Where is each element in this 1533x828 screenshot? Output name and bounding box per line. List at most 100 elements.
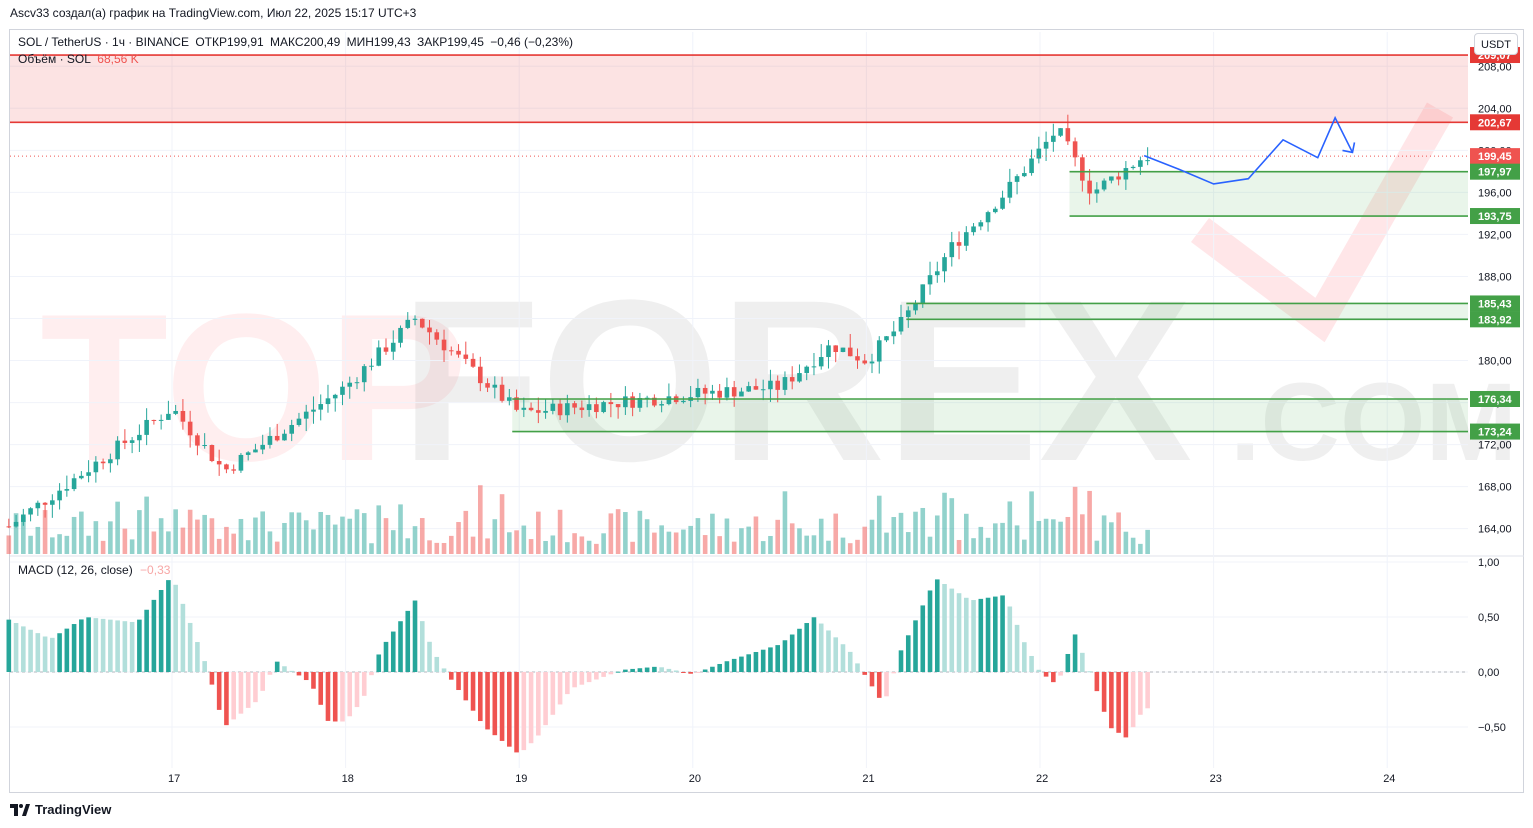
candle-body (782, 377, 788, 390)
macd-histogram-bar (1087, 671, 1092, 673)
candle-body (942, 257, 947, 272)
candle-body (934, 271, 940, 276)
volume-bar (804, 535, 810, 554)
macd-histogram-bar (536, 672, 541, 736)
macd-histogram-bar (332, 672, 338, 722)
macd-histogram-bar (57, 633, 62, 672)
candle-body (115, 440, 120, 460)
volume-bar (325, 514, 331, 554)
volume-label[interactable]: Объём · SOL (18, 52, 91, 66)
macd-histogram-bar (1130, 672, 1136, 728)
candle-body (898, 316, 904, 332)
macd-histogram-bar (1022, 642, 1027, 672)
volume-bar (797, 528, 802, 554)
macd-histogram-bar (499, 672, 505, 741)
candle-body (303, 411, 309, 419)
volume-bar (528, 539, 534, 554)
macd-histogram-bar (166, 580, 171, 672)
volume-bar (1072, 486, 1078, 554)
price-tick-label: 172,00 (1478, 440, 1512, 452)
volume-bar (753, 516, 759, 554)
candle-body (42, 502, 48, 505)
support-zone (1069, 171, 1468, 217)
macd-histogram-bar (303, 672, 309, 681)
price-label-text: 197,97 (1478, 167, 1512, 179)
candle-body (1072, 141, 1078, 158)
candle-body (1109, 176, 1114, 181)
candle-body (137, 434, 142, 441)
candle-body (869, 361, 875, 364)
candle-body (840, 347, 846, 352)
macd-histogram-bar (746, 654, 751, 672)
volume-bar (478, 485, 483, 554)
macd-histogram-bar (274, 661, 280, 672)
volume-bar (586, 540, 592, 554)
volume-bar (1029, 491, 1034, 554)
volume-bar (550, 535, 556, 554)
macd-histogram-bar (572, 672, 577, 688)
macd-histogram-bar (202, 661, 207, 672)
volume-bar (1058, 521, 1063, 554)
candle-body (717, 390, 722, 398)
macd-histogram-bar (753, 651, 759, 672)
volume-bar (1130, 537, 1136, 554)
macd-histogram-bar (543, 672, 548, 726)
candle-body (993, 208, 998, 213)
volume-bar (876, 495, 882, 554)
macd-histogram-bar (42, 636, 48, 672)
candle-body (847, 347, 853, 357)
candle-body (390, 342, 396, 352)
volume-value: 68,56 K (97, 52, 139, 66)
candle-body (528, 407, 534, 411)
candle-body (1036, 148, 1042, 159)
volume-bar (100, 540, 106, 554)
volume-bar (238, 518, 244, 554)
macd-histogram-bar (920, 605, 926, 672)
macd-histogram-bar (398, 621, 403, 672)
macd-histogram-bar (21, 626, 26, 672)
volume-bar (456, 522, 461, 554)
volume-bar (594, 543, 599, 554)
currency-button[interactable]: USDT (1474, 33, 1518, 55)
candle-body (775, 380, 780, 390)
macd-histogram-bar (325, 672, 331, 721)
volume-bar (993, 523, 998, 554)
volume-bar (347, 518, 353, 554)
candle-body (158, 419, 164, 421)
tradingview-logo[interactable]: TradingView (10, 802, 111, 817)
candle-body (1022, 173, 1027, 177)
macd-legend: MACD (12, 26, close) −0,33 (18, 563, 170, 577)
macd-histogram-bar (245, 672, 251, 708)
legend-symbol[interactable]: SOL / TetherUS · 1ч · BINANCE (18, 35, 189, 49)
macd-histogram-bar (1109, 672, 1114, 729)
candle-body (666, 396, 672, 405)
candle-body (86, 472, 91, 476)
candle-body (652, 397, 657, 406)
candle-body (695, 387, 701, 398)
macd-histogram-bar (1094, 672, 1100, 692)
candle-body (746, 386, 751, 392)
macd-histogram-bar (833, 637, 839, 672)
macd-histogram-bar (623, 669, 628, 672)
volume-bar (93, 521, 99, 554)
candle-body (347, 382, 353, 387)
candle-body (274, 435, 280, 441)
symbol-legend: SOL / TetherUS · 1ч · BINANCE ОТКР199,91… (18, 35, 576, 49)
candle-body (245, 452, 251, 455)
volume-bar (855, 539, 860, 554)
candle-body (630, 396, 635, 408)
macd-title[interactable]: MACD (12, 26, close) (18, 563, 133, 577)
candle-body (28, 508, 33, 515)
macd-histogram-bar (383, 641, 389, 672)
volume-bar (296, 512, 302, 554)
candle-body (296, 418, 302, 425)
volume-bar (224, 526, 229, 554)
macd-histogram-bar (789, 634, 795, 672)
macd-histogram-bar (985, 597, 991, 672)
volume-bar (441, 542, 447, 554)
volume-bar (710, 513, 715, 554)
volume-bar (521, 525, 527, 554)
macd-histogram-bar (28, 629, 33, 672)
volume-bar (354, 509, 360, 554)
